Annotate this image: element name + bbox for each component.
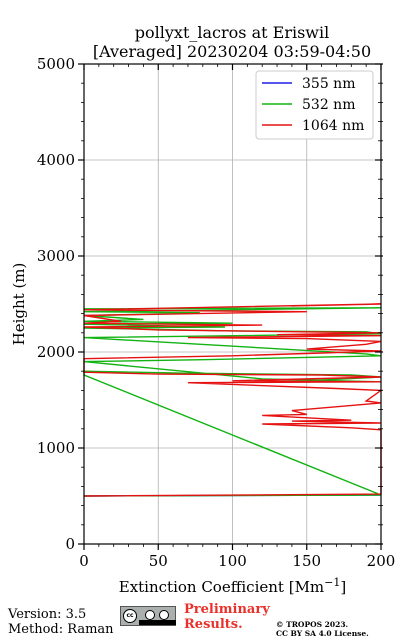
chart-title-line2: [Averaged] 20230204 03:59-04:50 xyxy=(92,42,372,61)
y-tick-label: 1000 xyxy=(37,439,75,457)
legend-label: 1064 nm xyxy=(302,118,364,134)
sa-icon xyxy=(159,610,169,620)
x-tick-label: 100 xyxy=(218,552,247,570)
legend-label: 355 nm xyxy=(302,76,355,92)
y-tick-label: 5000 xyxy=(37,55,75,73)
x-axis-label: Extinction Coefficient [Mm−1] xyxy=(119,576,346,596)
x-axis-unit-close: ] xyxy=(340,578,346,596)
x-tick-label: 150 xyxy=(292,552,321,570)
cc-badge-bar xyxy=(139,620,176,625)
by-icon xyxy=(145,610,155,620)
x-tick-label: 50 xyxy=(149,552,168,570)
x-axis-unit: [Mm xyxy=(289,578,324,596)
preliminary-results-label: Preliminary Results. xyxy=(184,602,270,632)
method-label: Method: Raman xyxy=(8,622,114,637)
legend: 355 nm 532 nm 1064 nm xyxy=(255,70,374,140)
y-tick-label: 0 xyxy=(65,535,75,553)
copyright-line1: © TROPOS 2023. xyxy=(276,620,349,629)
legend-box xyxy=(255,70,374,140)
x-axis-label-text: Extinction Coefficient xyxy=(119,578,284,596)
cc-logo-icon: cc xyxy=(123,609,137,623)
y-tick-label: 4000 xyxy=(37,151,75,169)
y-tick-label: 2000 xyxy=(37,343,75,361)
legend-label: 532 nm xyxy=(302,97,355,113)
x-axis-unit-exp: −1 xyxy=(324,576,340,589)
x-tick-label: 200 xyxy=(367,552,396,570)
copyright-line2: CC BY SA 4.0 License. xyxy=(276,629,369,638)
copyright-notice: © TROPOS 2023. CC BY SA 4.0 License. xyxy=(276,620,369,638)
version-label: Version: 3.5 xyxy=(8,607,87,622)
x-tick-label: 0 xyxy=(79,552,89,570)
y-axis-label: Height (m) xyxy=(10,263,28,346)
preliminary-line1: Preliminary xyxy=(184,602,270,617)
y-tick-label: 3000 xyxy=(37,247,75,265)
preliminary-line2: Results. xyxy=(184,617,243,632)
chart-title-line1: pollyxt_lacros at Eriswil xyxy=(134,23,330,42)
cc-license-badge: cc xyxy=(120,606,176,626)
